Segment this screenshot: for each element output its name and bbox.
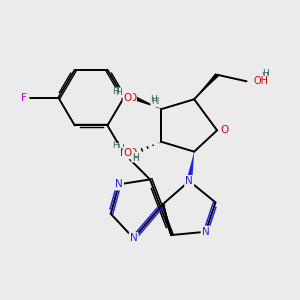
- Text: O: O: [124, 93, 132, 103]
- Text: H: H: [132, 154, 139, 163]
- Text: H: H: [116, 88, 122, 97]
- Text: N: N: [185, 176, 193, 186]
- Text: H: H: [152, 98, 159, 106]
- Polygon shape: [194, 73, 219, 99]
- Polygon shape: [186, 152, 194, 182]
- Text: F: F: [21, 93, 27, 103]
- Text: O: O: [128, 148, 136, 158]
- Text: N: N: [115, 179, 123, 189]
- Text: H: H: [261, 72, 268, 81]
- Text: N: N: [185, 176, 193, 186]
- Text: H: H: [150, 95, 157, 104]
- Text: O: O: [124, 148, 132, 158]
- Text: F: F: [23, 93, 28, 103]
- Text: O: O: [219, 125, 227, 135]
- Text: N: N: [202, 227, 209, 237]
- Text: H: H: [117, 144, 124, 153]
- Text: OH: OH: [256, 77, 270, 86]
- Text: N: N: [130, 233, 137, 243]
- Text: H: H: [112, 141, 119, 150]
- Text: O: O: [128, 93, 136, 103]
- Text: H: H: [112, 87, 119, 96]
- Text: H: H: [132, 153, 139, 162]
- Text: H: H: [262, 69, 269, 78]
- Text: O: O: [220, 125, 228, 135]
- Text: N: N: [202, 227, 209, 237]
- Text: H: H: [151, 98, 158, 106]
- Text: N: N: [120, 148, 128, 158]
- Text: N: N: [120, 148, 128, 158]
- Text: N: N: [130, 233, 137, 243]
- Text: OH: OH: [254, 76, 269, 85]
- Polygon shape: [133, 95, 161, 109]
- Text: N: N: [115, 179, 123, 189]
